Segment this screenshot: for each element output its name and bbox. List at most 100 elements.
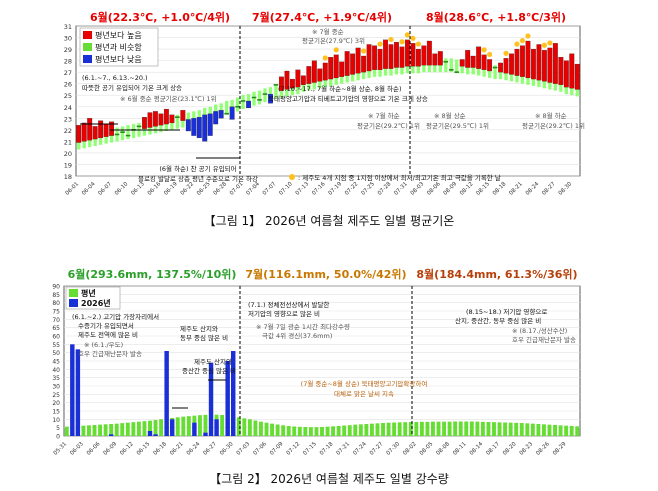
x-tick-label: 06-10 <box>114 181 130 197</box>
legend: 평년 2026년 <box>65 286 121 310</box>
x-tick-label: 06-01 <box>65 181 81 197</box>
y-tick-label: 20 <box>52 400 60 407</box>
normal-precip-bar <box>336 426 341 436</box>
normal-precip-bar <box>453 421 458 436</box>
normal-precip-bar <box>342 425 347 436</box>
x-tick-label: 08-09 <box>443 181 459 197</box>
x-tick-label: 07-18 <box>319 441 335 457</box>
temperature-bar <box>158 113 164 126</box>
x-tick-label: 07-21 <box>336 441 352 457</box>
temperature-bar <box>207 113 213 136</box>
temperature-bar <box>257 99 262 101</box>
normal-precip-bar <box>103 424 108 436</box>
x-tick-label: 06-04 <box>81 181 97 197</box>
normal-precip-bar <box>353 424 358 436</box>
x-tick-label: 07-01 <box>229 181 245 197</box>
record-day-dot <box>361 48 367 54</box>
normal-range-mark <box>493 65 497 80</box>
y-tick-label: 40 <box>52 367 60 374</box>
legend-label-low: 평년보다 낮음 <box>95 54 142 64</box>
temperature-bar <box>372 45 377 70</box>
record-day-dot <box>377 41 383 47</box>
plot-background <box>75 25 581 177</box>
x-tick-label: 06-06 <box>86 441 102 457</box>
temperature-bar <box>92 126 98 140</box>
x-tick-label: 07-19 <box>328 181 344 197</box>
temperature-bar <box>399 46 405 68</box>
x-tick-label: 08-24 <box>525 181 541 197</box>
annotation-record-days: : 제주도 4개 지점 중 1지점 이상에서 최저/최고기온 최고 극값을 기록… <box>298 173 501 182</box>
temperature-bar <box>437 51 443 66</box>
y-tick-label: 28 <box>64 58 72 66</box>
daily-bars <box>76 39 580 143</box>
annotation-june-3: 제주도 전역에 많은 비 <box>78 330 138 339</box>
x-tick-label: 06-27 <box>202 441 218 457</box>
normal-precip-bar <box>153 420 158 436</box>
x-tick-label: 06-18 <box>153 441 169 457</box>
temperature-bar <box>279 76 284 91</box>
normal-precip-bar <box>325 426 330 436</box>
y-tick-label: 60 <box>52 334 60 341</box>
record-day-dot <box>481 47 487 53</box>
annotation-peak-dates: (7.10.~17., 7월 하순~8월 상순, 8월 하순) <box>278 84 402 93</box>
temperature-bar <box>103 123 109 137</box>
temperature-bar <box>465 50 471 68</box>
annotation-aug-2: 산지, 중산간, 동부 중심 많은 비 <box>455 316 541 325</box>
temperature-bar <box>344 51 350 76</box>
normal-precip-bar <box>303 427 308 436</box>
x-tick-label: 08-11 <box>452 441 468 457</box>
legend-swatch-low <box>83 55 92 63</box>
normal-precip-bar <box>92 425 97 436</box>
x-tick-label: 07-12 <box>286 441 302 457</box>
precip-bar <box>225 361 230 436</box>
temperature-bar <box>306 66 312 84</box>
caption-figure-1: 【그림 1】 2026년 여름철 제주도 일별 평균기온 <box>203 214 455 228</box>
temperature-bar <box>163 108 169 125</box>
normal-precip-bar <box>575 426 580 436</box>
temperature-bar <box>311 60 317 83</box>
temperature-bar <box>405 39 410 67</box>
normal-range-mark <box>274 84 278 99</box>
temperature-bar <box>339 61 345 77</box>
temperature-bar <box>448 69 454 71</box>
normal-precip-bar <box>197 415 202 436</box>
annotation-heat-desc: 따뜻한 공기 유입되어 기온 크게 상승 <box>82 83 182 92</box>
normal-precip-bar <box>497 422 502 436</box>
annotation-july-mid-title: ※ 7월 중순 <box>312 27 344 36</box>
normal-precip-bar <box>475 421 480 436</box>
x-tick-label: 06-24 <box>186 441 202 457</box>
normal-precip-bar <box>553 425 557 436</box>
y-tick-label: 30 <box>52 384 60 391</box>
x-tick-label: 08-02 <box>402 441 418 457</box>
precip-bar <box>164 351 169 436</box>
x-tick-label: 06-25 <box>196 181 212 197</box>
y-tick-label: 50 <box>52 350 60 357</box>
normal-precip-bar <box>142 421 147 436</box>
normal-precip-bar <box>87 425 91 436</box>
x-tick-label: 08-29 <box>552 441 568 457</box>
record-day-dot <box>525 33 531 39</box>
normal-precip-bar <box>114 423 119 436</box>
x-tick-label: 06-12 <box>119 441 135 457</box>
normal-precip-bar <box>530 423 535 436</box>
normal-precip-bar <box>458 421 463 436</box>
y-tick-label: 27 <box>64 69 72 77</box>
annotation-june-2: 수증기가 유입되면서 <box>78 321 134 330</box>
temperature-bar <box>328 57 334 80</box>
temperature-bar <box>498 62 503 73</box>
x-tick-label: 07-31 <box>393 181 409 197</box>
y-tick-label: 24 <box>64 104 72 112</box>
temperature-bar <box>536 44 542 81</box>
month-label-june: 6월(22.3℃, +1.0℃/4위) <box>90 10 230 24</box>
normal-precip-bar <box>480 421 485 436</box>
legend-swatch-normal <box>69 289 78 297</box>
annotation-july-1: (7.1.) 정체전선상에서 발달한 <box>248 300 329 309</box>
x-tick-label: 08-14 <box>469 441 485 457</box>
x-tick-label: 08-05 <box>419 441 435 457</box>
normal-precip-bar <box>464 421 469 436</box>
y-tick-label: 21 <box>64 138 72 146</box>
annotation-aug-4: 호우 긴급재난문자 발송 <box>512 335 576 344</box>
normal-precip-bar <box>220 415 225 436</box>
temperature-bar <box>246 100 251 109</box>
